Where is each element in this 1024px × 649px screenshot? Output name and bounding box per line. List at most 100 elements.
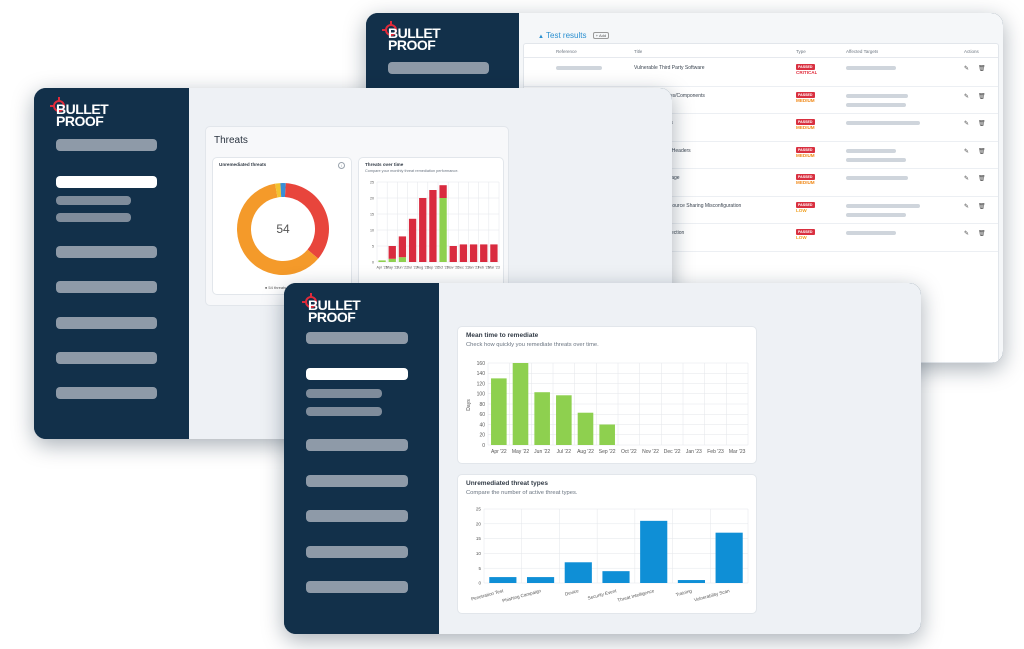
edit-icon[interactable]: ✎ xyxy=(964,231,970,237)
delete-icon[interactable]: 🗑 xyxy=(978,176,986,182)
x-tick-label: Feb '23 xyxy=(478,266,490,270)
bar-count[interactable] xyxy=(602,571,630,583)
bar-days[interactable] xyxy=(599,424,615,446)
bar-days[interactable] xyxy=(491,378,507,445)
bar-days[interactable] xyxy=(534,392,550,445)
sidebar-item[interactable] xyxy=(56,139,157,151)
x-tick-label: Mar '23 xyxy=(729,449,746,455)
edit-icon[interactable]: ✎ xyxy=(964,121,970,127)
bar-unremediated[interactable] xyxy=(398,236,407,258)
sidebar-subitem[interactable] xyxy=(56,196,131,205)
edit-icon[interactable]: ✎ xyxy=(964,148,970,155)
delete-icon[interactable]: 🗑 xyxy=(978,66,986,72)
info-icon[interactable]: i xyxy=(338,162,345,169)
delete-icon[interactable]: 🗑 xyxy=(978,148,986,155)
y-tick-label: 140 xyxy=(477,371,486,377)
donut-chart: 54 xyxy=(237,183,329,275)
sidebar-item-active[interactable] xyxy=(56,176,157,188)
sidebar-item[interactable] xyxy=(306,439,408,451)
bar-remediated[interactable] xyxy=(378,260,386,262)
sidebar-item[interactable] xyxy=(388,62,489,74)
bar-count[interactable] xyxy=(564,562,592,583)
donut-slice-low[interactable] xyxy=(275,183,282,198)
threats-panel: Threats Unremediated threats i 54 ● 54 t… xyxy=(205,126,509,306)
bar-count[interactable] xyxy=(677,580,706,583)
bar-unremediated[interactable] xyxy=(480,244,488,262)
title-cell[interactable]: Cross-Origin Resource Sharing Misconfigu… xyxy=(634,202,742,209)
add-button[interactable]: + Add xyxy=(592,32,610,40)
bar-days[interactable] xyxy=(556,395,572,445)
x-tick-label: Security Event xyxy=(587,588,618,601)
sidebar-item[interactable] xyxy=(56,317,157,329)
delete-icon[interactable]: 🗑 xyxy=(978,93,986,100)
list-bullet-icon: ● xyxy=(264,285,268,290)
sidebar-item[interactable] xyxy=(306,581,408,593)
table-row[interactable]: Vulnerable Third Party Software PASSED CRI… xyxy=(524,59,998,87)
bar-unremediated[interactable] xyxy=(469,244,478,262)
donut-footer: ● 54 threats in total xyxy=(213,285,351,290)
sidebar-item[interactable] xyxy=(56,246,157,258)
sidebar-item[interactable] xyxy=(306,510,408,522)
sidebar: BULLET PROOF xyxy=(34,88,189,439)
y-tick-label: 20 xyxy=(476,521,482,526)
tab-test-results[interactable]: ▲ Test results + Add xyxy=(538,31,610,40)
edit-icon[interactable]: ✎ xyxy=(964,66,970,72)
bar-unremediated[interactable] xyxy=(408,218,417,262)
delete-icon[interactable]: 🗑 xyxy=(978,203,986,210)
mean-time-to-remediate-card: Mean time to remediate Check how quickly… xyxy=(457,326,757,464)
sidebar-item[interactable] xyxy=(56,352,157,364)
column-header[interactable]: Title xyxy=(634,49,643,54)
title-cell[interactable]: Vulnerable Third Party Software xyxy=(634,65,705,71)
sidebar-item[interactable] xyxy=(56,281,157,293)
column-header[interactable]: Actions xyxy=(964,49,979,54)
bar-remediated[interactable] xyxy=(439,198,447,262)
y-tick-label: 25 xyxy=(370,180,374,184)
x-tick-label: Jan '23 xyxy=(686,449,702,455)
edit-icon[interactable]: ✎ xyxy=(964,93,970,100)
sidebar-item[interactable] xyxy=(306,475,408,487)
sidebar-subitem[interactable] xyxy=(306,389,382,398)
bar-remediated[interactable] xyxy=(388,258,396,262)
card-title: Mean time to remediate xyxy=(466,332,539,339)
y-tick-label: 0 xyxy=(372,260,374,264)
y-tick-label: 20 xyxy=(479,433,485,439)
edit-icon[interactable]: ✎ xyxy=(964,176,970,182)
bar-remediated[interactable] xyxy=(398,257,407,262)
sidebar-subitem[interactable] xyxy=(306,407,382,416)
bar-count[interactable] xyxy=(526,577,555,583)
sidebar-subitem[interactable] xyxy=(56,213,131,222)
bar-count[interactable] xyxy=(489,577,517,583)
bar-unremediated[interactable] xyxy=(439,185,447,198)
bar-days[interactable] xyxy=(512,363,529,445)
donut-slice-medium[interactable] xyxy=(237,183,319,275)
bar-count[interactable] xyxy=(715,532,743,583)
sidebar-item[interactable] xyxy=(306,546,408,558)
donut-slice-info[interactable] xyxy=(280,183,286,198)
type-cell: PASSED MEDIUM xyxy=(796,174,815,186)
sidebar-item[interactable] xyxy=(306,332,408,344)
column-header[interactable]: Reference xyxy=(556,49,577,54)
bar-count[interactable] xyxy=(640,520,668,583)
status-badge: PASSED xyxy=(796,174,815,180)
sidebar-item-active[interactable] xyxy=(306,368,408,380)
bar-unremediated[interactable] xyxy=(449,246,457,262)
bar-unremediated[interactable] xyxy=(429,190,437,262)
bar-days[interactable] xyxy=(577,412,594,445)
sidebar-item[interactable] xyxy=(56,387,157,399)
delete-icon[interactable]: 🗑 xyxy=(978,231,986,237)
bar-unremediated[interactable] xyxy=(388,246,396,259)
type-cell: PASSED LOW xyxy=(796,229,815,241)
donut-slice-high[interactable] xyxy=(284,183,329,259)
bar-unremediated[interactable] xyxy=(419,198,427,262)
crosshair-icon xyxy=(302,293,317,308)
column-header[interactable]: Type xyxy=(796,49,806,54)
severity-label: LOW xyxy=(796,207,807,213)
unremediated-threats-card: Unremediated threats i 54 ● 54 threats i… xyxy=(212,157,352,295)
edit-icon[interactable]: ✎ xyxy=(964,203,970,210)
column-header[interactable]: Affected Targets xyxy=(846,49,879,54)
x-tick-label: Sep '22 xyxy=(599,449,616,455)
bar-unremediated[interactable] xyxy=(459,244,468,262)
delete-icon[interactable]: 🗑 xyxy=(978,121,986,127)
bar-unremediated[interactable] xyxy=(490,244,498,262)
